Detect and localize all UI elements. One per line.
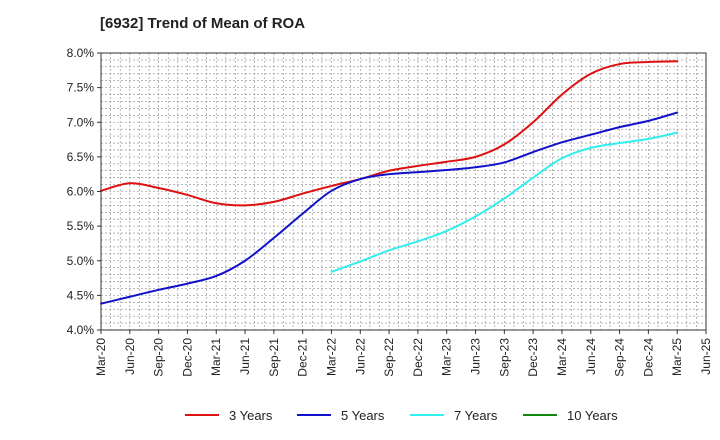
legend-label: 3 Years — [229, 407, 273, 423]
y-tick-label: 7.0% — [67, 115, 95, 129]
legend-swatch — [523, 414, 557, 416]
series-lines — [100, 60, 679, 305]
y-tick-label: 7.5% — [67, 81, 95, 95]
y-tick-label: 5.5% — [67, 219, 95, 233]
series-line-3-years — [100, 60, 679, 207]
legend: 3 Years 5 Years 7 Years 10 Years — [0, 405, 720, 425]
y-tick-label: 4.5% — [67, 288, 95, 302]
x-tick-label: Sep-22 — [382, 338, 396, 377]
x-tick-label: Dec-22 — [411, 338, 425, 377]
x-tick-label: Mar-25 — [670, 338, 684, 376]
x-tick-label: Sep-23 — [497, 338, 511, 377]
legend-label: 5 Years — [341, 407, 385, 423]
y-tick-label: 6.0% — [67, 185, 95, 199]
legend-swatch — [410, 414, 444, 416]
legend-item: 10 Years — [523, 405, 618, 425]
legend-item: 7 Years — [410, 405, 497, 425]
x-tick-label: Dec-21 — [296, 338, 310, 377]
x-tick-label: Sep-20 — [152, 338, 166, 377]
y-tick-label: 4.0% — [67, 323, 95, 337]
chart-title: [6932] Trend of Mean of ROA — [100, 15, 306, 32]
x-tick-label: Jun-20 — [123, 338, 137, 375]
series-line-5-years — [100, 111, 679, 305]
x-tick-label: Jun-21 — [238, 338, 252, 375]
y-tick-label: 6.5% — [67, 150, 95, 164]
x-tick-label: Jun-25 — [699, 338, 713, 375]
x-tick-label: Dec-23 — [526, 338, 540, 377]
x-tick-label: Dec-20 — [180, 338, 194, 377]
legend-item: 5 Years — [297, 405, 384, 425]
x-tick-label: Mar-21 — [209, 338, 223, 376]
x-tick-label: Sep-21 — [267, 338, 281, 377]
x-tick-labels: Mar-20 Jun-20 Sep-20 Dec-20 Mar-21 Jun-21 Sep-… — [94, 338, 713, 377]
x-tick-label: Jun-24 — [584, 338, 598, 375]
grid — [101, 53, 706, 330]
legend-item: 3 Years — [185, 405, 272, 425]
y-tick-label: 5.0% — [67, 254, 95, 268]
legend-swatch — [185, 414, 219, 416]
series-line-7-years — [330, 131, 679, 273]
x-tick-label: Jun-23 — [469, 338, 483, 375]
legend-label: 10 Years — [567, 407, 618, 423]
x-tick-label: Jun-22 — [353, 338, 367, 375]
y-tick-labels: 4.0% 4.5% 5.0% 5.5% 6.0% 6.5% 7.0% 7.5% 8.0% — [67, 46, 95, 337]
plot-frame — [100, 52, 707, 331]
y-tick-label: 8.0% — [67, 46, 95, 60]
x-tick-label: Dec-24 — [641, 338, 655, 377]
x-tick-label: Sep-24 — [613, 338, 627, 377]
legend-label: 7 Years — [454, 407, 498, 423]
x-tick-label: Mar-23 — [440, 338, 454, 376]
x-tick-label: Mar-20 — [94, 338, 108, 376]
axes — [97, 52, 707, 334]
x-tick-label: Mar-24 — [555, 338, 569, 376]
x-tick-label: Mar-22 — [324, 338, 338, 376]
legend-swatch — [297, 414, 331, 416]
